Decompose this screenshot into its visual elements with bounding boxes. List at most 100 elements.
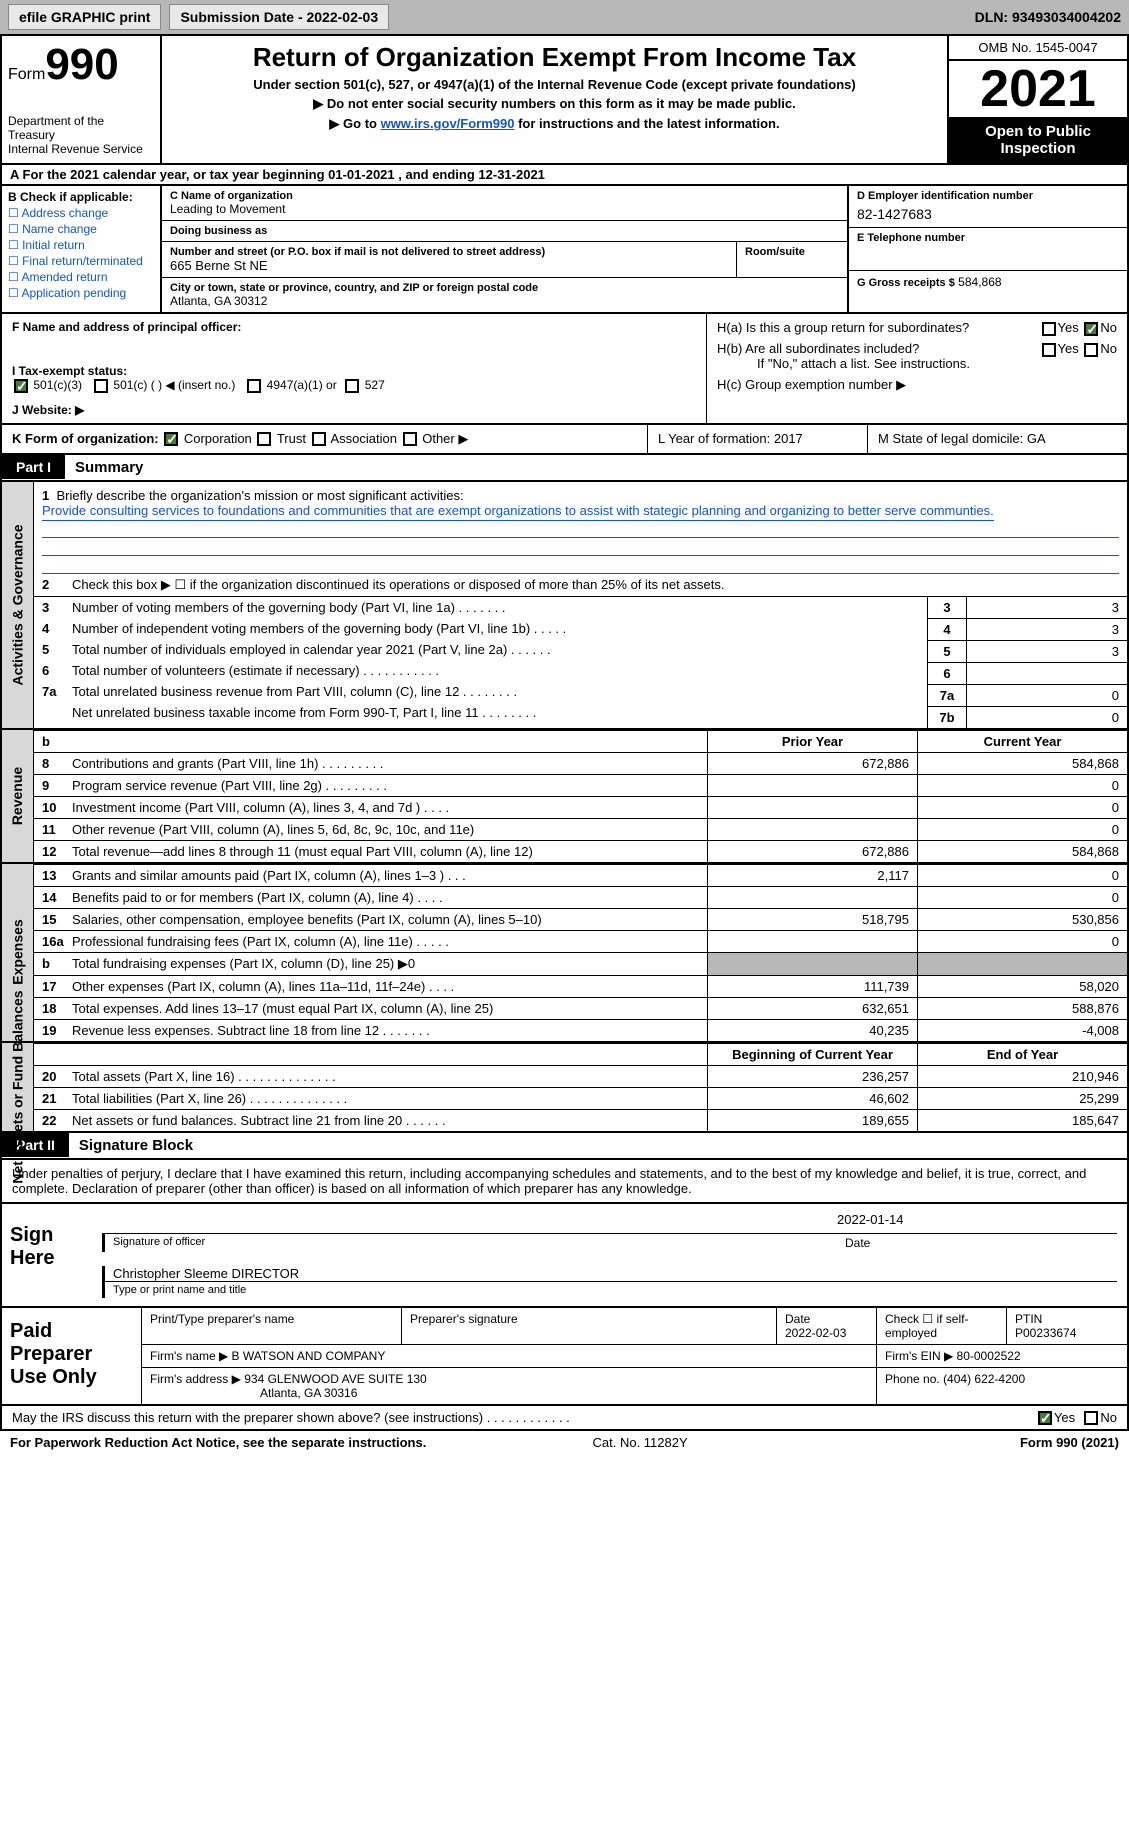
chk-4947[interactable] [247, 379, 261, 393]
line-7b: Net unrelated business taxable income fr… [34, 702, 927, 723]
chk-527[interactable] [345, 379, 359, 393]
tel-label: E Telephone number [857, 232, 1119, 244]
form-990-label: 990 [45, 40, 118, 89]
ha-no[interactable] [1084, 322, 1098, 336]
chk-501c[interactable] [94, 379, 108, 393]
dba-label: Doing business as [170, 225, 839, 237]
part1-tag: Part I [2, 455, 65, 479]
expenses-body: 13Grants and similar amounts paid (Part … [34, 864, 1127, 1041]
table-row: 15Salaries, other compensation, employee… [34, 908, 1127, 930]
sign-here-label: Sign Here [2, 1204, 92, 1306]
table-row: 9Program service revenue (Part VIII, lin… [34, 774, 1127, 796]
vlabel-revenue: Revenue [2, 730, 34, 862]
table-row: 12Total revenue—add lines 8 through 11 (… [34, 840, 1127, 862]
m-state-domicile: M State of legal domicile: GA [867, 425, 1127, 453]
prep-sig-hdr: Preparer's signature [402, 1308, 777, 1344]
hb-row: H(b) Are all subordinates included? Yes … [717, 341, 1117, 356]
note-link: ▶ Go to www.irs.gov/Form990 for instruct… [172, 116, 937, 132]
dln-number: DLN: 93493034004202 [975, 9, 1121, 25]
discuss-no[interactable] [1084, 1411, 1098, 1425]
perjury-text: Under penalties of perjury, I declare th… [12, 1166, 1086, 1196]
c-city-cell: City or town, state or province, country… [162, 278, 847, 312]
lines-3-7: 3Number of voting members of the governi… [34, 596, 1127, 728]
irs-link[interactable]: www.irs.gov/Form990 [381, 116, 515, 131]
sig-officer-line: Signature of officer Date [102, 1233, 1117, 1252]
table-row: 8Contributions and grants (Part VIII, li… [34, 752, 1127, 774]
opt-527: 527 [365, 378, 385, 392]
expenses-section: Expenses 13Grants and similar amounts pa… [0, 864, 1129, 1043]
note-pre: ▶ Go to [329, 116, 380, 131]
form-header: Form990 Department of the Treasury Inter… [0, 36, 1129, 165]
i-tax-exempt: I Tax-exempt status: 501(c)(3) 501(c) ( … [12, 364, 696, 393]
header-left: Form990 Department of the Treasury Inter… [2, 36, 162, 163]
section-c: C Name of organization Leading to Moveme… [162, 186, 847, 312]
box-6k: 6 [927, 663, 967, 684]
form-word: Form [8, 66, 45, 83]
table-row: 16aProfessional fundraising fees (Part I… [34, 930, 1127, 952]
chk-app-pending[interactable]: ☐ Application pending [8, 286, 154, 300]
line-7a: 7aTotal unrelated business revenue from … [34, 681, 927, 702]
firm-phone: Phone no. (404) 622-4200 [877, 1368, 1127, 1404]
discuss-yes[interactable] [1038, 1411, 1052, 1425]
k-form-org: K Form of organization: Corporation Trus… [2, 425, 647, 453]
table-row: bTotal fundraising expenses (Part IX, co… [34, 952, 1127, 975]
c-dba-cell: Doing business as [162, 221, 847, 242]
line-6: 6Total number of volunteers (estimate if… [34, 660, 927, 681]
opt-other: Other ▶ [422, 431, 468, 446]
d-ein-cell: D Employer identification number 82-1427… [849, 186, 1127, 228]
box-6v [967, 663, 1127, 684]
box-7ak: 7a [927, 685, 967, 706]
form-number: Form990 [8, 40, 154, 90]
chk-corp[interactable] [164, 432, 178, 446]
room-suite-cell: Room/suite [737, 242, 847, 277]
chk-other[interactable] [403, 432, 417, 446]
table-row: 22Net assets or fund balances. Subtract … [34, 1109, 1127, 1131]
officer-name: Christopher Sleeme DIRECTOR [102, 1266, 1117, 1281]
street-address: 665 Berne St NE [170, 258, 728, 273]
table-row: 21Total liabilities (Part X, line 26) . … [34, 1087, 1127, 1109]
col-boy: Beginning of Current Year [707, 1044, 917, 1065]
ha-yes[interactable] [1042, 322, 1056, 336]
fh-right: H(a) Is this a group return for subordin… [707, 314, 1127, 423]
line-1: 1 Briefly describe the organization's mi… [34, 482, 1127, 520]
chk-501c3[interactable] [14, 379, 28, 393]
hb-yes[interactable] [1042, 343, 1056, 357]
prep-ptin: PTINP00233674 [1007, 1308, 1127, 1344]
chk-address-change[interactable]: ☐ Address change [8, 206, 154, 220]
col-current: Current Year [917, 731, 1127, 752]
org-name: Leading to Movement [170, 202, 839, 216]
opt-trust: Trust [277, 431, 306, 446]
efile-print-button[interactable]: efile GRAPHIC print [8, 4, 161, 30]
prep-date-hdr: Date2022-02-03 [777, 1308, 877, 1344]
table-row: 10Investment income (Part VIII, column (… [34, 796, 1127, 818]
signature-intro: Under penalties of perjury, I declare th… [0, 1160, 1129, 1204]
room-label: Room/suite [745, 246, 839, 258]
firm-name: Firm's name ▶ B WATSON AND COMPANY [142, 1345, 877, 1367]
q1-text: Briefly describe the organization's miss… [56, 488, 463, 503]
table-row: 11Other revenue (Part VIII, column (A), … [34, 818, 1127, 840]
lines-3-7-values: 33 43 53 6 7a0 7b0 [927, 597, 1127, 728]
section-fh: F Name and address of principal officer:… [0, 314, 1129, 425]
activities-body: 1 Briefly describe the organization's mi… [34, 482, 1127, 728]
open-to-public: Open to Public Inspection [949, 117, 1127, 163]
chk-name-change[interactable]: ☐ Name change [8, 222, 154, 236]
box-7bv: 0 [967, 707, 1127, 728]
vlabel-activities: Activities & Governance [2, 482, 34, 728]
hb-no[interactable] [1084, 343, 1098, 357]
l-year-formation: L Year of formation: 2017 [647, 425, 867, 453]
return-subtitle: Under section 501(c), 527, or 4947(a)(1)… [172, 77, 937, 92]
box-5k: 5 [927, 641, 967, 662]
box-4v: 3 [967, 619, 1127, 640]
chk-trust[interactable] [257, 432, 271, 446]
c-addr-row: Number and street (or P.O. box if mail i… [162, 242, 847, 278]
ein-label: D Employer identification number [857, 190, 1119, 202]
ha-label: H(a) Is this a group return for subordin… [717, 320, 969, 335]
chk-amended[interactable]: ☐ Amended return [8, 270, 154, 284]
chk-final-return[interactable]: ☐ Final return/terminated [8, 254, 154, 268]
b-label: B Check if applicable: [8, 190, 154, 204]
box-7av: 0 [967, 685, 1127, 706]
chk-assoc[interactable] [312, 432, 326, 446]
chk-initial-return[interactable]: ☐ Initial return [8, 238, 154, 252]
opt-assoc: Association [330, 431, 396, 446]
note-ssn: ▶ Do not enter social security numbers o… [172, 96, 937, 112]
